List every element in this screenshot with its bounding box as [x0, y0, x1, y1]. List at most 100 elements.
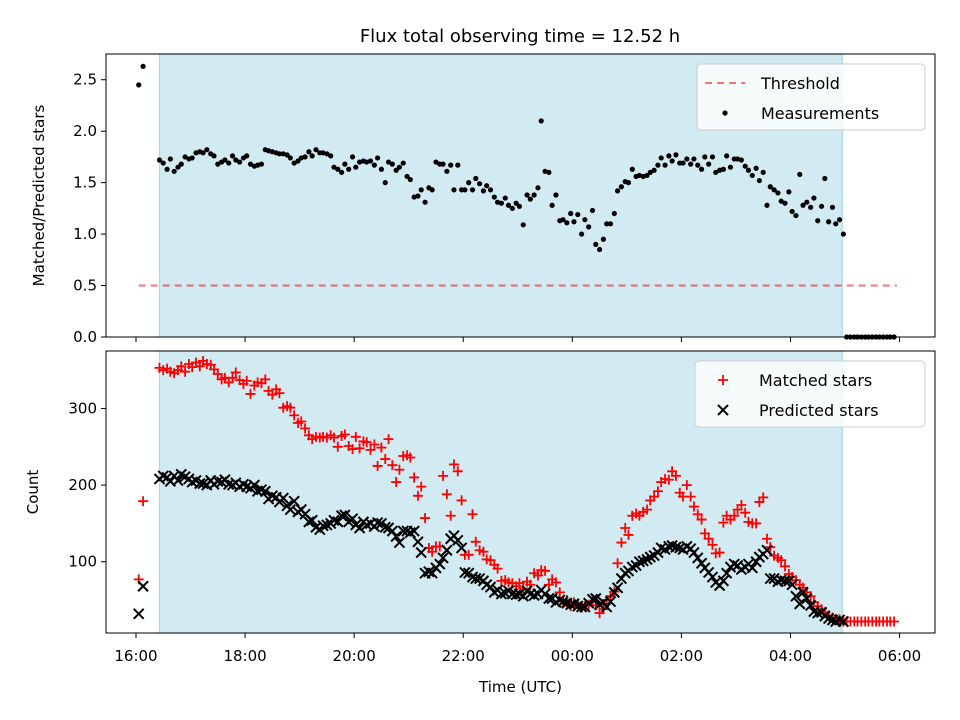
measurement-point	[473, 175, 479, 182]
predicted-star-point	[517, 590, 529, 602]
measurement-point	[448, 162, 454, 168]
predicted-star-point	[426, 567, 438, 579]
measurement-point	[720, 166, 726, 172]
measurement-point	[233, 157, 239, 163]
predicted-star-point	[590, 592, 602, 605]
measurement-point	[140, 63, 146, 69]
matched-star-point	[394, 464, 405, 475]
measurement-point	[309, 153, 315, 159]
measurement-point	[684, 156, 690, 162]
measurement-point	[767, 184, 773, 190]
count-y-tick-label: 300	[68, 399, 97, 417]
ratio-y-tick-label: 2.5	[73, 71, 97, 89]
measurement-point	[422, 199, 428, 205]
matched-star-point	[889, 616, 900, 627]
measurement-point	[531, 192, 537, 198]
predicted-star-point	[794, 598, 806, 610]
measurement-point	[404, 173, 410, 180]
matched-star-point	[427, 546, 438, 557]
measurement-point	[276, 151, 283, 157]
predicted-star-point	[371, 516, 384, 529]
measurement-point	[713, 169, 719, 175]
measurement-point	[553, 192, 559, 198]
measurement-point	[618, 184, 624, 190]
predicted-star-point	[455, 542, 468, 554]
measurement-point	[509, 205, 515, 211]
matched-star-point	[380, 454, 391, 465]
matched-star-point	[361, 437, 372, 448]
measurement-point	[549, 202, 555, 208]
predicted-star-point	[586, 593, 599, 605]
ratio-y-tick-label: 1.0	[73, 225, 97, 243]
measurement-point	[306, 149, 312, 155]
x-axis-label: Time (UTC)	[478, 678, 562, 696]
count-panel: 100 200 300 16:00 18:00 20:00 22:00 00:00 02:00 0…	[24, 350, 936, 696]
measurement-point	[171, 168, 177, 174]
predicted-star-point	[437, 552, 449, 564]
measurement-point	[688, 161, 694, 167]
matched-star-point	[445, 510, 456, 521]
predicted-star-point	[303, 516, 315, 528]
matched-star-point	[740, 507, 751, 518]
ratio-y-tick-label: 1.5	[73, 174, 97, 192]
predicted-star-point	[554, 594, 566, 606]
matched-star-point	[612, 558, 623, 569]
measurement-point	[211, 153, 217, 159]
predicted-star-point	[495, 588, 508, 600]
ratio-y-tick-label: 0.0	[73, 328, 97, 346]
matched-star-point	[532, 570, 543, 581]
matched-star-point	[685, 491, 696, 502]
matched-star-point	[714, 547, 725, 558]
matched-star-point	[328, 432, 339, 443]
measurement-point	[745, 167, 752, 173]
x-tick-label: 04:00	[769, 647, 812, 665]
measurement-point	[800, 202, 806, 208]
measurement-point	[346, 166, 352, 172]
predicted-star-point	[790, 590, 802, 602]
matched-star-point	[780, 561, 791, 572]
measurement-point	[505, 202, 512, 208]
measurement-point	[727, 164, 734, 170]
predicted-star-point	[259, 485, 271, 497]
predicted-star-point	[764, 572, 776, 585]
measurement-point	[560, 217, 566, 223]
measurement-point	[764, 202, 770, 208]
predicted-star-point	[786, 579, 798, 591]
predicted-star-point	[837, 615, 850, 628]
measurement-point	[189, 155, 195, 161]
predicted-star-point	[812, 607, 824, 619]
matched-star-point	[354, 443, 365, 454]
predicted-star-point	[441, 544, 453, 556]
measurement-point	[833, 221, 839, 227]
matched-star-point	[652, 486, 663, 497]
matched-star-point	[623, 529, 634, 540]
measurement-point	[669, 158, 675, 164]
legend-predicted-swatch	[717, 404, 729, 416]
matched-star-point	[289, 410, 300, 421]
predicted-star-point	[393, 536, 406, 549]
predicted-star-point	[801, 592, 813, 605]
x-tick-label: 18:00	[223, 647, 266, 665]
measurement-point	[385, 159, 392, 165]
legend-threshold-label: Threshold	[760, 74, 840, 93]
predicted-star-point	[133, 608, 145, 620]
ratio-axes-frame	[105, 53, 936, 338]
matched-star-point	[391, 477, 402, 488]
matched-star-point	[470, 536, 481, 547]
measurement-point	[418, 187, 424, 193]
matched-star-point	[718, 517, 729, 528]
matched-star-point	[751, 518, 762, 529]
predicted-star-point	[306, 514, 318, 527]
x-tick-label: 02:00	[660, 647, 703, 665]
measurement-point	[793, 212, 799, 219]
predicted-star-point	[611, 582, 624, 594]
measurement-point	[527, 196, 533, 202]
measurement-point	[822, 175, 828, 182]
matched-star-point	[332, 441, 343, 452]
predicted-star-point	[452, 534, 464, 546]
matched-star-point	[241, 375, 252, 386]
predicted-star-point	[459, 566, 471, 579]
measurement-point	[629, 166, 635, 172]
measurement-point	[749, 172, 755, 179]
